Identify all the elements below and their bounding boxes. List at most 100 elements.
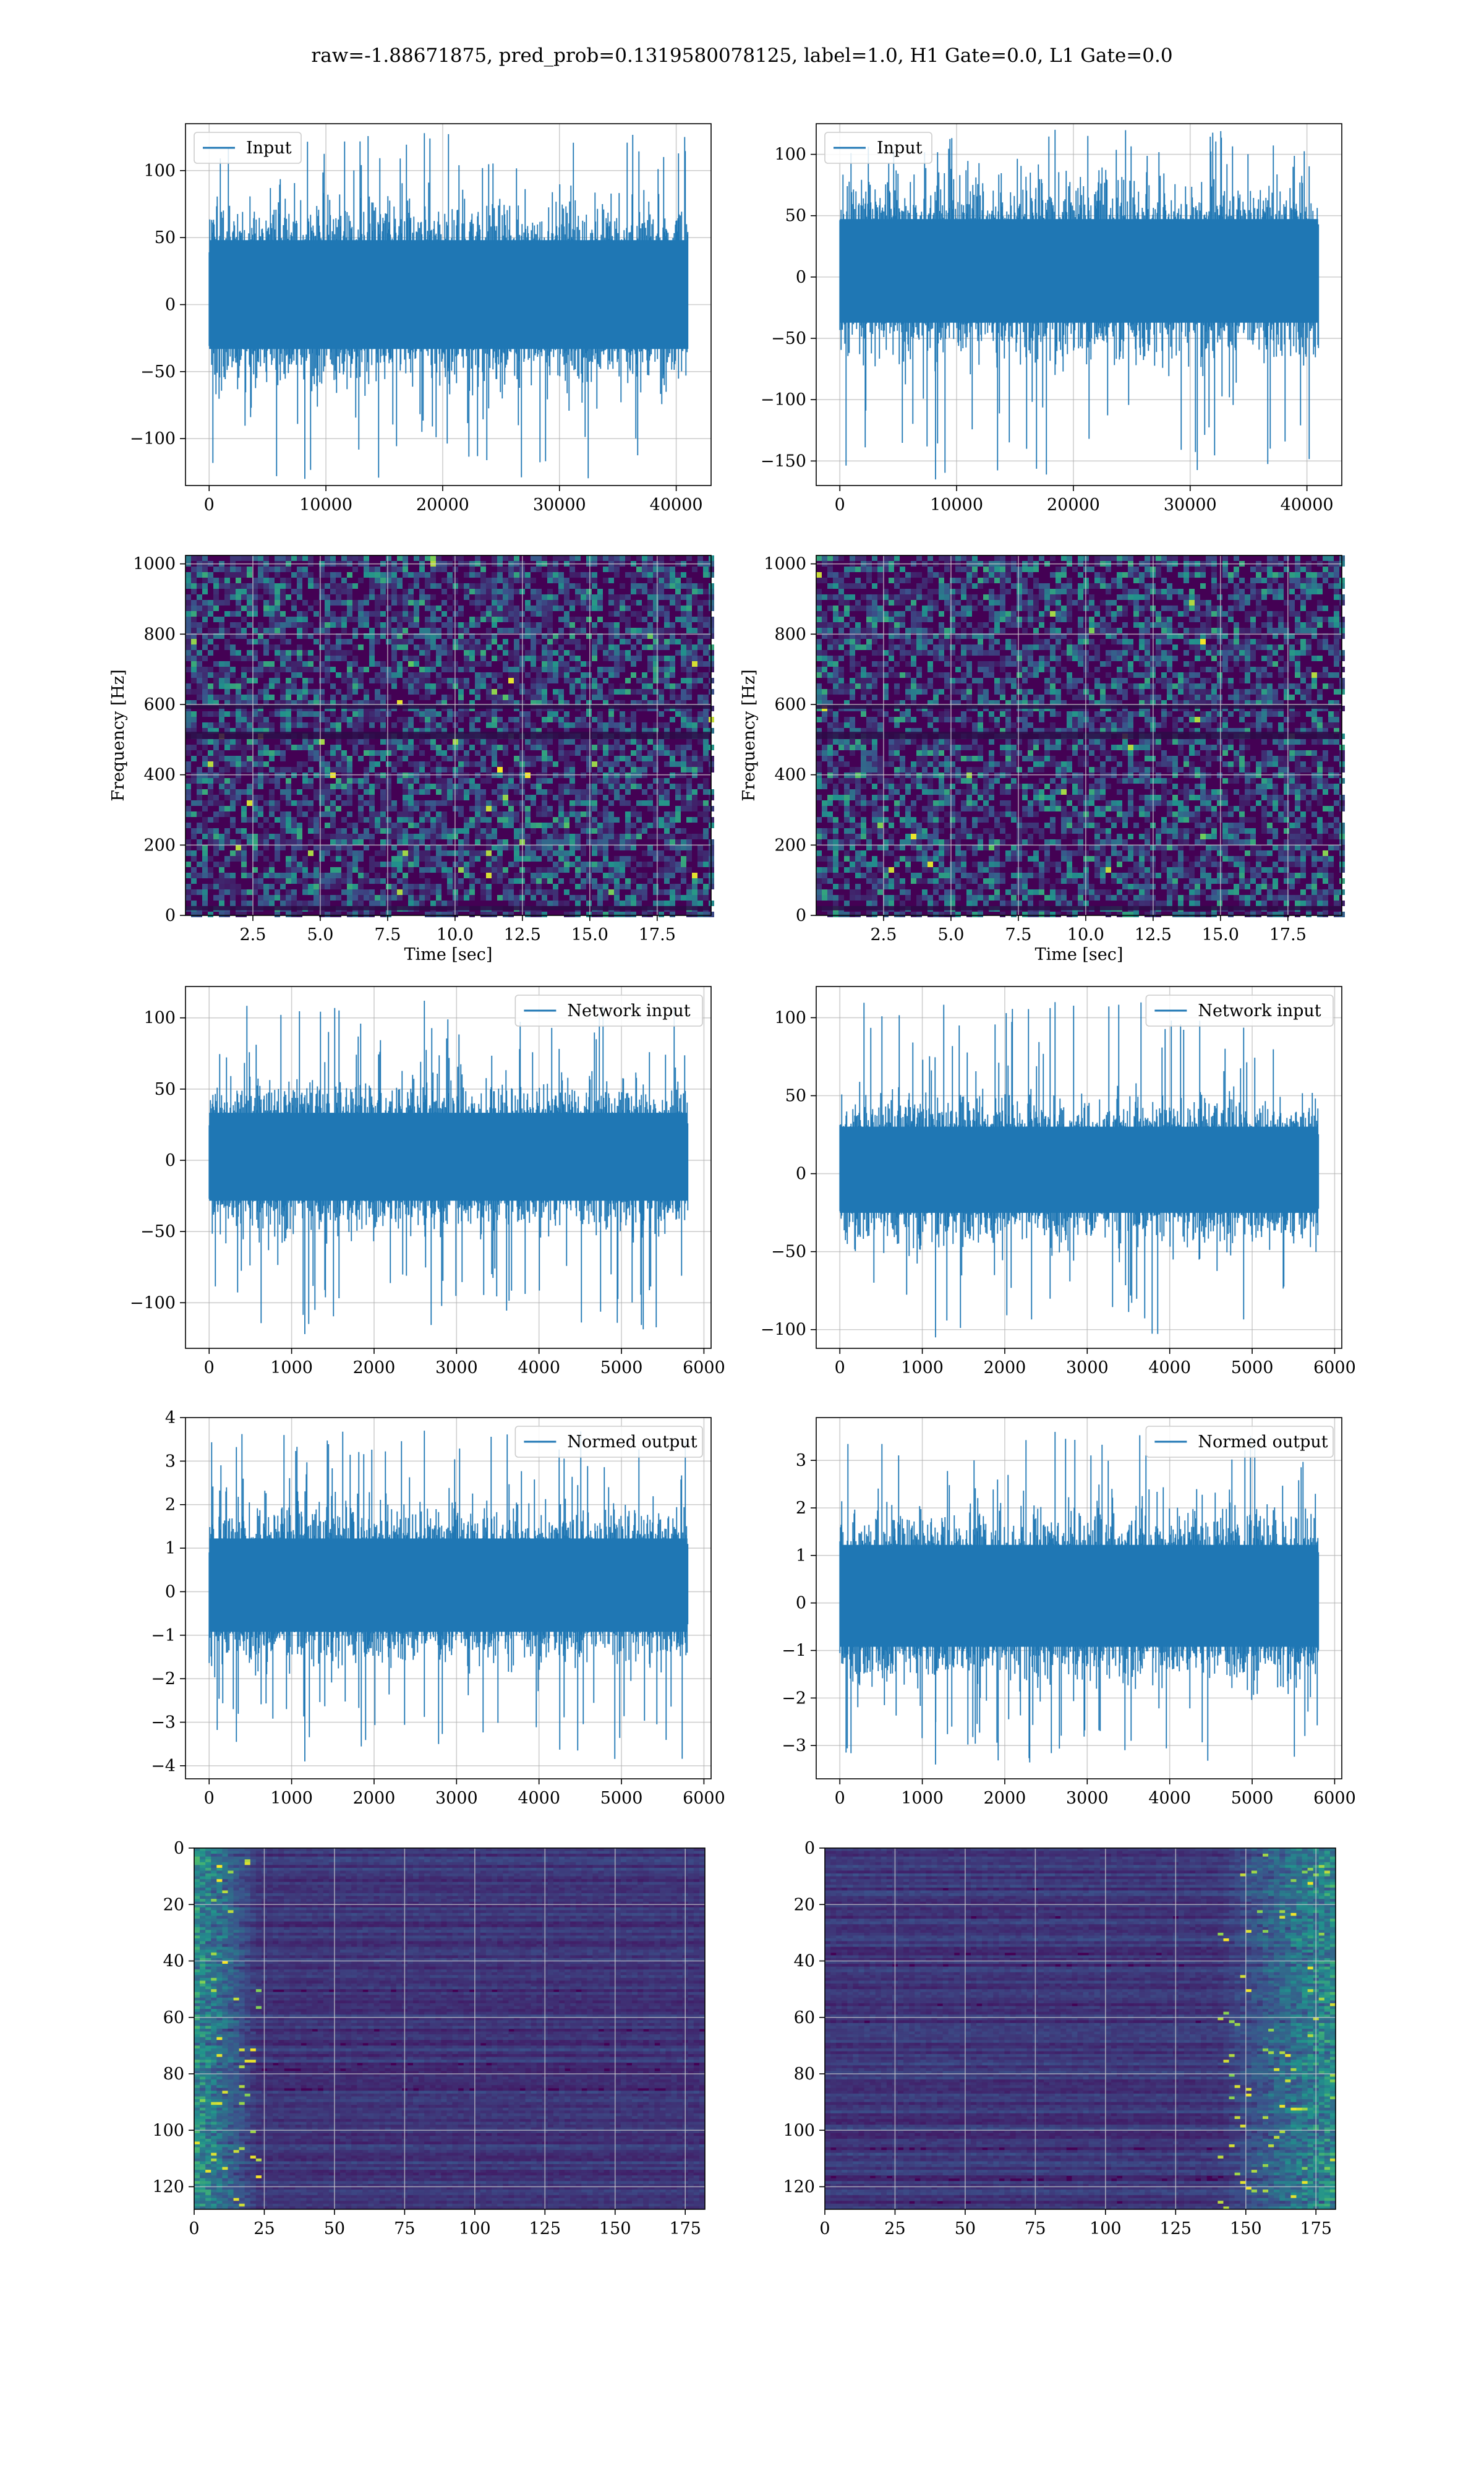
h1_spec-heatmap-cell [297,745,302,750]
h1_spec-heatmap-cell [703,672,709,678]
h1_spec-heatmap-cell [597,606,603,611]
h1_spec-heatmap-cell [419,901,425,906]
h1_spec-heatmap-cell [503,873,508,878]
h1_spec-heatmap-cell [236,678,241,683]
h1_spec-heatmap-cell [525,622,531,628]
h1_spec-heatmap-cell [308,767,313,773]
h1_spec-heatmap-cell [464,862,469,867]
h1_spec-heatmap-cell [436,800,441,806]
h1_spec-heatmap-cell [675,583,681,589]
h1_spec-heatmap-cell [191,667,197,672]
l1_spec-heatmap-cell [872,567,877,572]
h1_spec-heatmap-cell [302,739,308,745]
l1_spec-heatmap-cell [1133,606,1139,611]
h1_spec-heatmap-cell [686,661,692,667]
h1_spec-heatmap-cell [269,589,275,594]
h1_spec-heatmap-cell [358,811,364,817]
h1_spec-heatmap-cell [419,823,425,828]
h1_spec-heatmap-cell [458,745,464,750]
h1_spec-heatmap-cell [614,884,620,889]
h1_spec-heatmap-cell [325,639,330,644]
l1_spec-heatmap-cell [955,567,961,572]
h1_spec-heatmap-cell [197,767,202,773]
h1_spec-heatmap-cell [675,773,681,778]
h1_spec-heatmap-cell [603,739,608,745]
l1_spec-heatmap-cell [1100,600,1106,606]
h1_spec-heatmap-cell [308,583,313,589]
h1_spec-heatmap-cell [480,572,486,578]
h1_spec-heatmap-cell [475,828,480,834]
h1_spec-heatmap-cell [403,745,408,750]
l1_spec-heatmap-cell [1094,606,1100,611]
h1_spec-heatmap-cell [224,722,230,728]
h1_spec-heatmap-cell [197,800,202,806]
h1_spec-heatmap-cell [675,784,681,789]
h1_spec-heatmap-cell [286,895,291,901]
l1_spec-heatmap-cell [1033,578,1039,583]
h1_spec-heatmap-cell [692,756,697,761]
h1_spec-heatmap-cell [352,884,358,889]
h1_spec-heatmap-cell [492,912,497,917]
h1_spec-heatmap-cell [230,650,236,656]
h1_spec-heatmap-cell [336,745,341,750]
h1_spec-heatmap-cell [480,650,486,656]
l1_input-ytick-label: −50 [771,329,806,348]
h1_spec-heatmap-cell [275,912,280,917]
h1_spec-heatmap-cell [341,695,347,700]
h1_spec-heatmap-cell [391,639,397,644]
l1_spec-heatmap-cell [900,589,905,594]
l1_spec-heatmap-cell [1167,583,1172,589]
h1_spec-heatmap-cell [653,745,659,750]
h1_spec-heatmap-cell [208,683,213,689]
h1_spec-heatmap-cell [514,834,519,839]
h1_spec-heatmap-cell [313,867,319,873]
h1_spec-heatmap-cell [547,672,553,678]
h1_spec-heatmap-cell [597,862,603,867]
h1_spec-heatmap-cell [425,572,430,578]
h1_spec-heatmap-cell [703,644,709,650]
h1_spec-heatmap-cell [659,611,664,617]
h1_spec-heatmap-cell [391,589,397,594]
h1_spec-heatmap-cell [625,756,631,761]
h1_spec-heatmap-cell [352,789,358,795]
h1_spec-heatmap-cell [647,600,653,606]
h1_spec-heatmap-cell [653,722,659,728]
h1_spec-heatmap-cell [686,711,692,717]
h1_spec-heatmap-cell [224,889,230,895]
l1_spec-heatmap-cell [955,578,961,583]
h1_spec-heatmap-cell [681,784,686,789]
l1_spec-heatmap-cell [877,594,883,600]
h1_spec-heatmap-cell [620,756,625,761]
h1_spec-heatmap-cell [291,767,297,773]
l1_spec-heatmap-cell [1161,606,1167,611]
h1_spec-heatmap-cell [352,617,358,622]
l1_spec-heatmap-cell [1261,567,1267,572]
h1_spec-heatmap-cell [581,884,586,889]
h1_spec-heatmap-cell [692,873,697,878]
h1_spec-heatmap-cell [625,834,631,839]
h1_spec-heatmap-cell [692,817,697,823]
h1_spec-heatmap-cell [681,695,686,700]
h1_spec-heatmap-cell [469,661,475,667]
h1_spec-heatmap-cell [375,594,380,600]
h1_input-axes: 0 10000 20000 30000 40000−100−50050100Input [130,124,711,515]
l1_spec-heatmap-cell [1284,567,1289,572]
h1_spec-heatmap-cell [330,867,336,873]
l1_spec-heatmap-cell [1195,611,1200,617]
h1_spec-heatmap-cell [653,689,659,695]
h1_spec-heatmap-cell [341,656,347,661]
h1_spec-heatmap-cell [213,578,219,583]
h1_spec-xtick-label: 5.0 [307,925,333,944]
h1_spec-heatmap-cell [369,901,375,906]
h1_spec-heatmap-cell [386,761,391,767]
h1_spec-heatmap-cell [647,567,653,572]
h1_spec-heatmap-cell [653,594,659,600]
l1_spec-heatmap-cell [1017,617,1022,622]
h1_spec-heatmap-cell [636,862,642,867]
h1_spec-heatmap-cell [358,555,364,561]
h1_spec-heatmap-cell [681,594,686,600]
h1_spec-heatmap-cell [336,873,341,878]
h1_spec-heatmap-cell [313,817,319,823]
l1_spec-heatmap-cell [955,600,961,606]
h1_spec-heatmap-cell [547,639,553,644]
